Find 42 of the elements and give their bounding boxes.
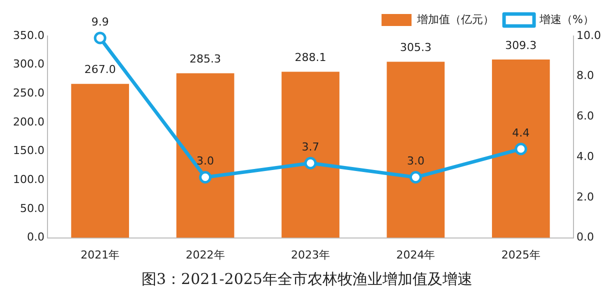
data-label: 3.0 — [406, 154, 424, 168]
data-label: 285.3 — [190, 52, 222, 66]
legend-label: 增加值（亿元） — [416, 12, 494, 26]
y2-tick-label: 0.0 — [576, 230, 594, 244]
y2-tick-label: 6.0 — [576, 110, 594, 123]
bar — [71, 84, 130, 238]
y-tick-label: 50.0 — [20, 202, 44, 215]
data-label: 288.1 — [294, 51, 326, 64]
legend-label: 增速（%） — [538, 12, 594, 26]
x-tick-label: 2025年 — [501, 248, 540, 262]
y2-tick-label: 4.0 — [576, 150, 594, 163]
data-label: 309.3 — [505, 38, 537, 52]
y2-tick-label: 10.0 — [576, 28, 602, 42]
y-tick-label: 300.0 — [12, 58, 44, 71]
x-tick-label: 2024年 — [396, 248, 436, 262]
bar — [282, 72, 340, 238]
point — [199, 171, 212, 184]
text: 图3：2021-2025年全市农林牧渔业增加值及增速 — [142, 270, 472, 288]
y-tick-label: 0.0 — [26, 230, 44, 244]
y-tick-label: 250.0 — [12, 86, 44, 100]
data-label: 4.4 — [512, 126, 530, 140]
y2-tick-label: 8.0 — [576, 69, 594, 82]
data-label: 267.0 — [84, 63, 116, 76]
y-tick-label: 100.0 — [12, 173, 44, 186]
y2-tick-label: 2.0 — [576, 190, 594, 204]
point — [514, 142, 528, 156]
x-tick-label: 2022年 — [186, 248, 225, 262]
point — [304, 156, 317, 170]
y-tick-label: 150.0 — [12, 144, 44, 158]
data-label: 305.3 — [400, 41, 432, 54]
point — [409, 171, 422, 184]
data-label: 9.9 — [91, 15, 109, 28]
bar — [492, 59, 550, 238]
bar — [176, 73, 234, 238]
y-tick-label: 200.0 — [12, 115, 44, 128]
data-label: 3.7 — [302, 140, 320, 154]
x-tick-label: 2023年 — [291, 248, 330, 262]
x-tick-label: 2021年 — [80, 248, 120, 262]
bar — [386, 62, 445, 238]
y-tick-label: 350.0 — [12, 28, 44, 42]
data-label: 3.0 — [196, 154, 214, 168]
point — [94, 32, 106, 44]
